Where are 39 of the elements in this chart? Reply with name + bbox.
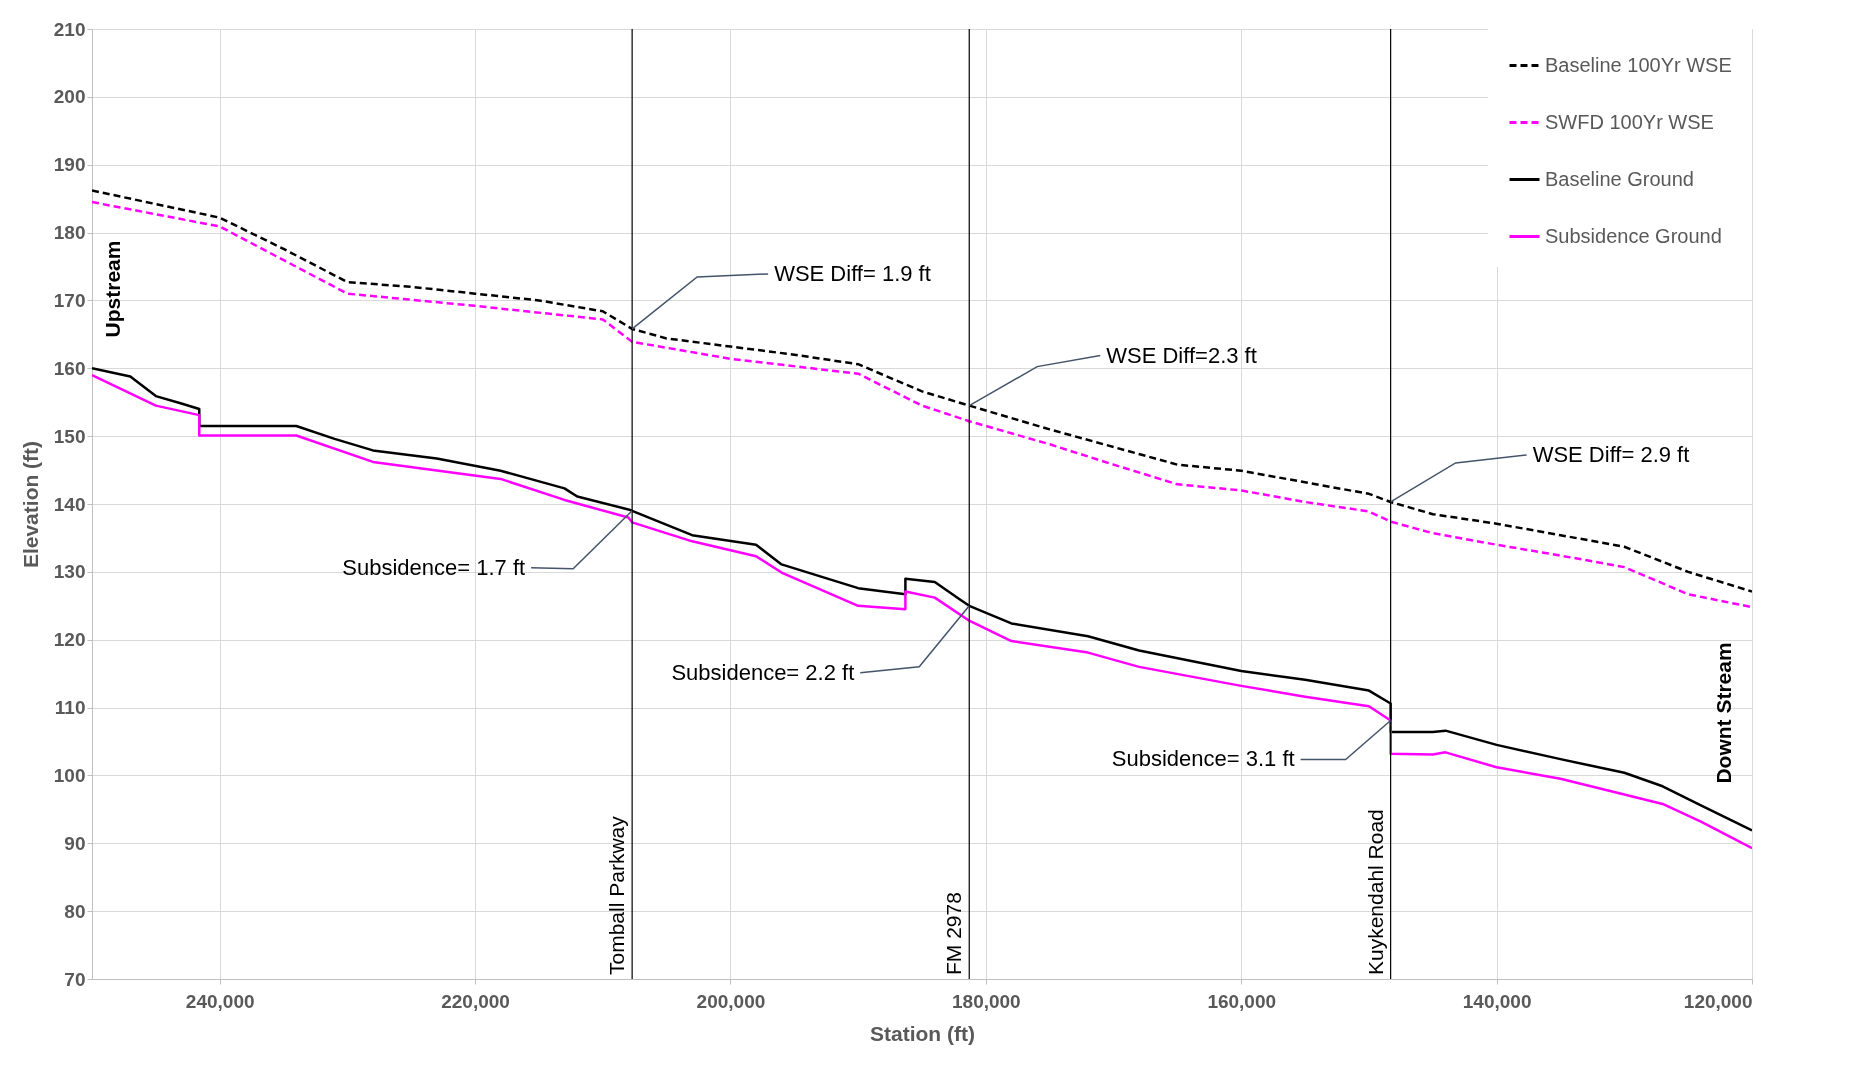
y-tick-label: 90 (64, 832, 86, 854)
annotation: WSE Diff= 2.9 ft (1532, 441, 1690, 467)
x-tick-label: 120,000 (1683, 990, 1753, 1012)
annotation: WSE Diff= 1.9 ft (774, 260, 931, 286)
annotation: Subsidence= 3.1 ft (1111, 746, 1295, 772)
ref-line-label: Kuykendahl Road (1363, 809, 1387, 975)
annotation: Upstream (101, 240, 124, 338)
y-tick-label: 190 (53, 154, 86, 176)
x-tick-label: 140,000 (1462, 990, 1532, 1012)
legend-label: Baseline Ground (1545, 167, 1694, 190)
annotation: Subsidence= 2.2 ft (671, 659, 855, 685)
y-axis-title: Elevation (ft) (18, 440, 42, 569)
y-tick-label: 70 (64, 968, 86, 990)
x-axis-title: Station (ft) (870, 1021, 975, 1045)
y-tick-label: 110 (54, 697, 86, 719)
y-tick-label: 100 (53, 764, 86, 786)
y-tick-label: 80 (64, 900, 86, 922)
y-tick-label: 210 (53, 18, 86, 40)
y-tick-label: 170 (53, 289, 86, 311)
x-tick-label: 200,000 (696, 990, 766, 1012)
y-tick-label: 160 (53, 357, 86, 379)
y-tick-label: 140 (53, 493, 86, 515)
legend-label: Baseline 100Yr WSE (1545, 53, 1732, 76)
y-tick-label: 130 (53, 561, 86, 583)
x-tick-label: 240,000 (185, 990, 255, 1012)
ref-line-label: Tomball Parkway (605, 815, 629, 975)
legend-label: SWFD 100Yr WSE (1545, 110, 1714, 133)
y-tick-label: 180 (53, 222, 86, 244)
legend-label: Subsidence Ground (1545, 224, 1722, 247)
x-tick-label: 220,000 (441, 990, 510, 1012)
annotation: Subsidence= 1.7 ft (342, 554, 526, 580)
annotation: Downt Stream (1712, 642, 1735, 784)
ref-line-label: FM 2978 (942, 892, 966, 975)
y-tick-label: 150 (53, 425, 86, 447)
y-tick-label: 120 (53, 629, 86, 651)
annotation: WSE Diff=2.3 ft (1106, 342, 1257, 368)
x-tick-label: 180,000 (952, 990, 1021, 1012)
x-tick-label: 160,000 (1207, 990, 1277, 1012)
y-tick-label: 200 (53, 86, 86, 108)
